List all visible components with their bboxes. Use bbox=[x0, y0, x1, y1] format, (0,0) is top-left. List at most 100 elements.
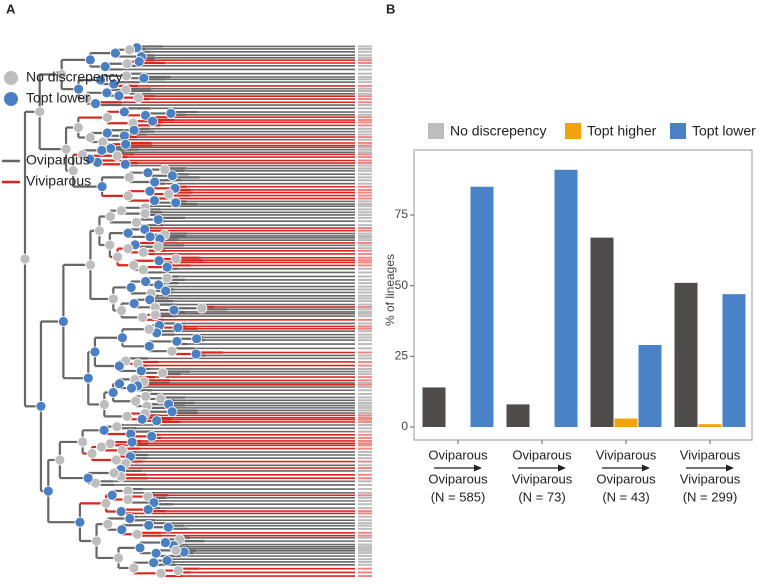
node bbox=[191, 333, 203, 345]
node bbox=[160, 285, 172, 297]
node bbox=[91, 535, 102, 547]
tip-label bbox=[358, 98, 372, 101]
arrow-head bbox=[642, 464, 650, 472]
x-tick-label: (N = 299) bbox=[683, 489, 738, 504]
y-tick-label: 75 bbox=[395, 207, 409, 221]
tip-label bbox=[358, 288, 372, 291]
node bbox=[96, 145, 108, 156]
node bbox=[99, 61, 111, 72]
node bbox=[111, 150, 123, 162]
node bbox=[155, 393, 167, 405]
x-tick-label: (N = 585) bbox=[431, 489, 486, 504]
node bbox=[146, 430, 158, 442]
legend-node bbox=[4, 92, 18, 106]
tip-label bbox=[358, 567, 372, 570]
tip-label bbox=[358, 90, 372, 93]
node bbox=[126, 382, 137, 394]
node bbox=[159, 164, 171, 176]
node bbox=[172, 322, 184, 333]
bar bbox=[614, 418, 638, 427]
legend-label: Topt lower bbox=[692, 123, 756, 139]
node bbox=[84, 54, 96, 66]
tip-label bbox=[358, 522, 372, 525]
plot-frame bbox=[413, 149, 753, 441]
node bbox=[77, 149, 88, 161]
node bbox=[124, 513, 136, 524]
node bbox=[122, 243, 134, 255]
tip-label bbox=[358, 515, 372, 518]
node bbox=[130, 395, 142, 407]
tip-label bbox=[358, 439, 372, 442]
tip-label bbox=[358, 473, 372, 476]
node bbox=[167, 170, 178, 182]
node bbox=[149, 309, 161, 321]
tip-label bbox=[358, 229, 372, 232]
tip-label bbox=[358, 141, 372, 144]
node bbox=[105, 211, 116, 222]
tip-label bbox=[358, 220, 372, 223]
tip-label bbox=[358, 534, 372, 537]
tip-label bbox=[358, 325, 372, 328]
legend-swatch bbox=[565, 123, 581, 139]
tip-label bbox=[358, 424, 372, 427]
tip-label bbox=[358, 477, 372, 480]
node bbox=[113, 90, 125, 102]
tip-label bbox=[358, 430, 372, 433]
arrow-head bbox=[726, 464, 734, 472]
tip-label bbox=[358, 460, 372, 463]
tip-label bbox=[358, 282, 372, 285]
tip-label bbox=[358, 308, 372, 311]
node bbox=[34, 106, 46, 118]
tip-label bbox=[358, 303, 372, 306]
tip-label bbox=[358, 148, 372, 151]
node bbox=[77, 436, 89, 448]
node bbox=[122, 190, 134, 202]
tip-label bbox=[358, 442, 372, 445]
tip-label bbox=[358, 56, 372, 59]
node bbox=[128, 298, 140, 309]
tip-label bbox=[358, 278, 372, 281]
tip-label bbox=[358, 267, 372, 270]
node bbox=[35, 400, 47, 412]
tip-label bbox=[358, 333, 372, 336]
tip-label bbox=[358, 159, 372, 162]
y-axis-label: % of lineages bbox=[383, 254, 397, 326]
node bbox=[121, 70, 132, 82]
bar bbox=[722, 294, 746, 427]
tip-label bbox=[358, 127, 372, 130]
tip-label bbox=[358, 234, 372, 237]
tip-label bbox=[358, 64, 372, 67]
node bbox=[148, 557, 160, 569]
tip-label bbox=[358, 571, 372, 574]
x-tick-label: Oviparous bbox=[512, 447, 572, 462]
arrow-head bbox=[474, 464, 482, 472]
node bbox=[98, 424, 110, 436]
x-tick-label: Viviparous bbox=[596, 447, 657, 462]
tip-label bbox=[358, 116, 372, 119]
node bbox=[140, 276, 152, 287]
x-tick-label: Oviparous bbox=[596, 471, 656, 486]
x-tick-label: (N = 73) bbox=[518, 489, 565, 504]
node bbox=[139, 208, 151, 219]
tip-label bbox=[358, 291, 372, 294]
x-tick-label: Viviparous bbox=[512, 471, 573, 486]
tip-label bbox=[358, 167, 372, 170]
tip-label bbox=[358, 524, 372, 527]
tip-label bbox=[358, 457, 372, 460]
tip-label bbox=[358, 205, 372, 208]
tip-label bbox=[358, 402, 372, 405]
tip-label bbox=[358, 300, 372, 303]
tip-label bbox=[358, 227, 372, 230]
node bbox=[102, 112, 113, 123]
tip-label bbox=[358, 101, 372, 104]
node bbox=[123, 171, 135, 183]
node bbox=[172, 565, 184, 576]
node bbox=[137, 246, 149, 258]
tip-label bbox=[358, 211, 372, 214]
node bbox=[133, 92, 144, 104]
tip-label bbox=[358, 392, 372, 395]
tip-label bbox=[358, 318, 372, 321]
node bbox=[111, 421, 123, 433]
tip-label bbox=[358, 249, 372, 252]
node bbox=[131, 528, 143, 540]
